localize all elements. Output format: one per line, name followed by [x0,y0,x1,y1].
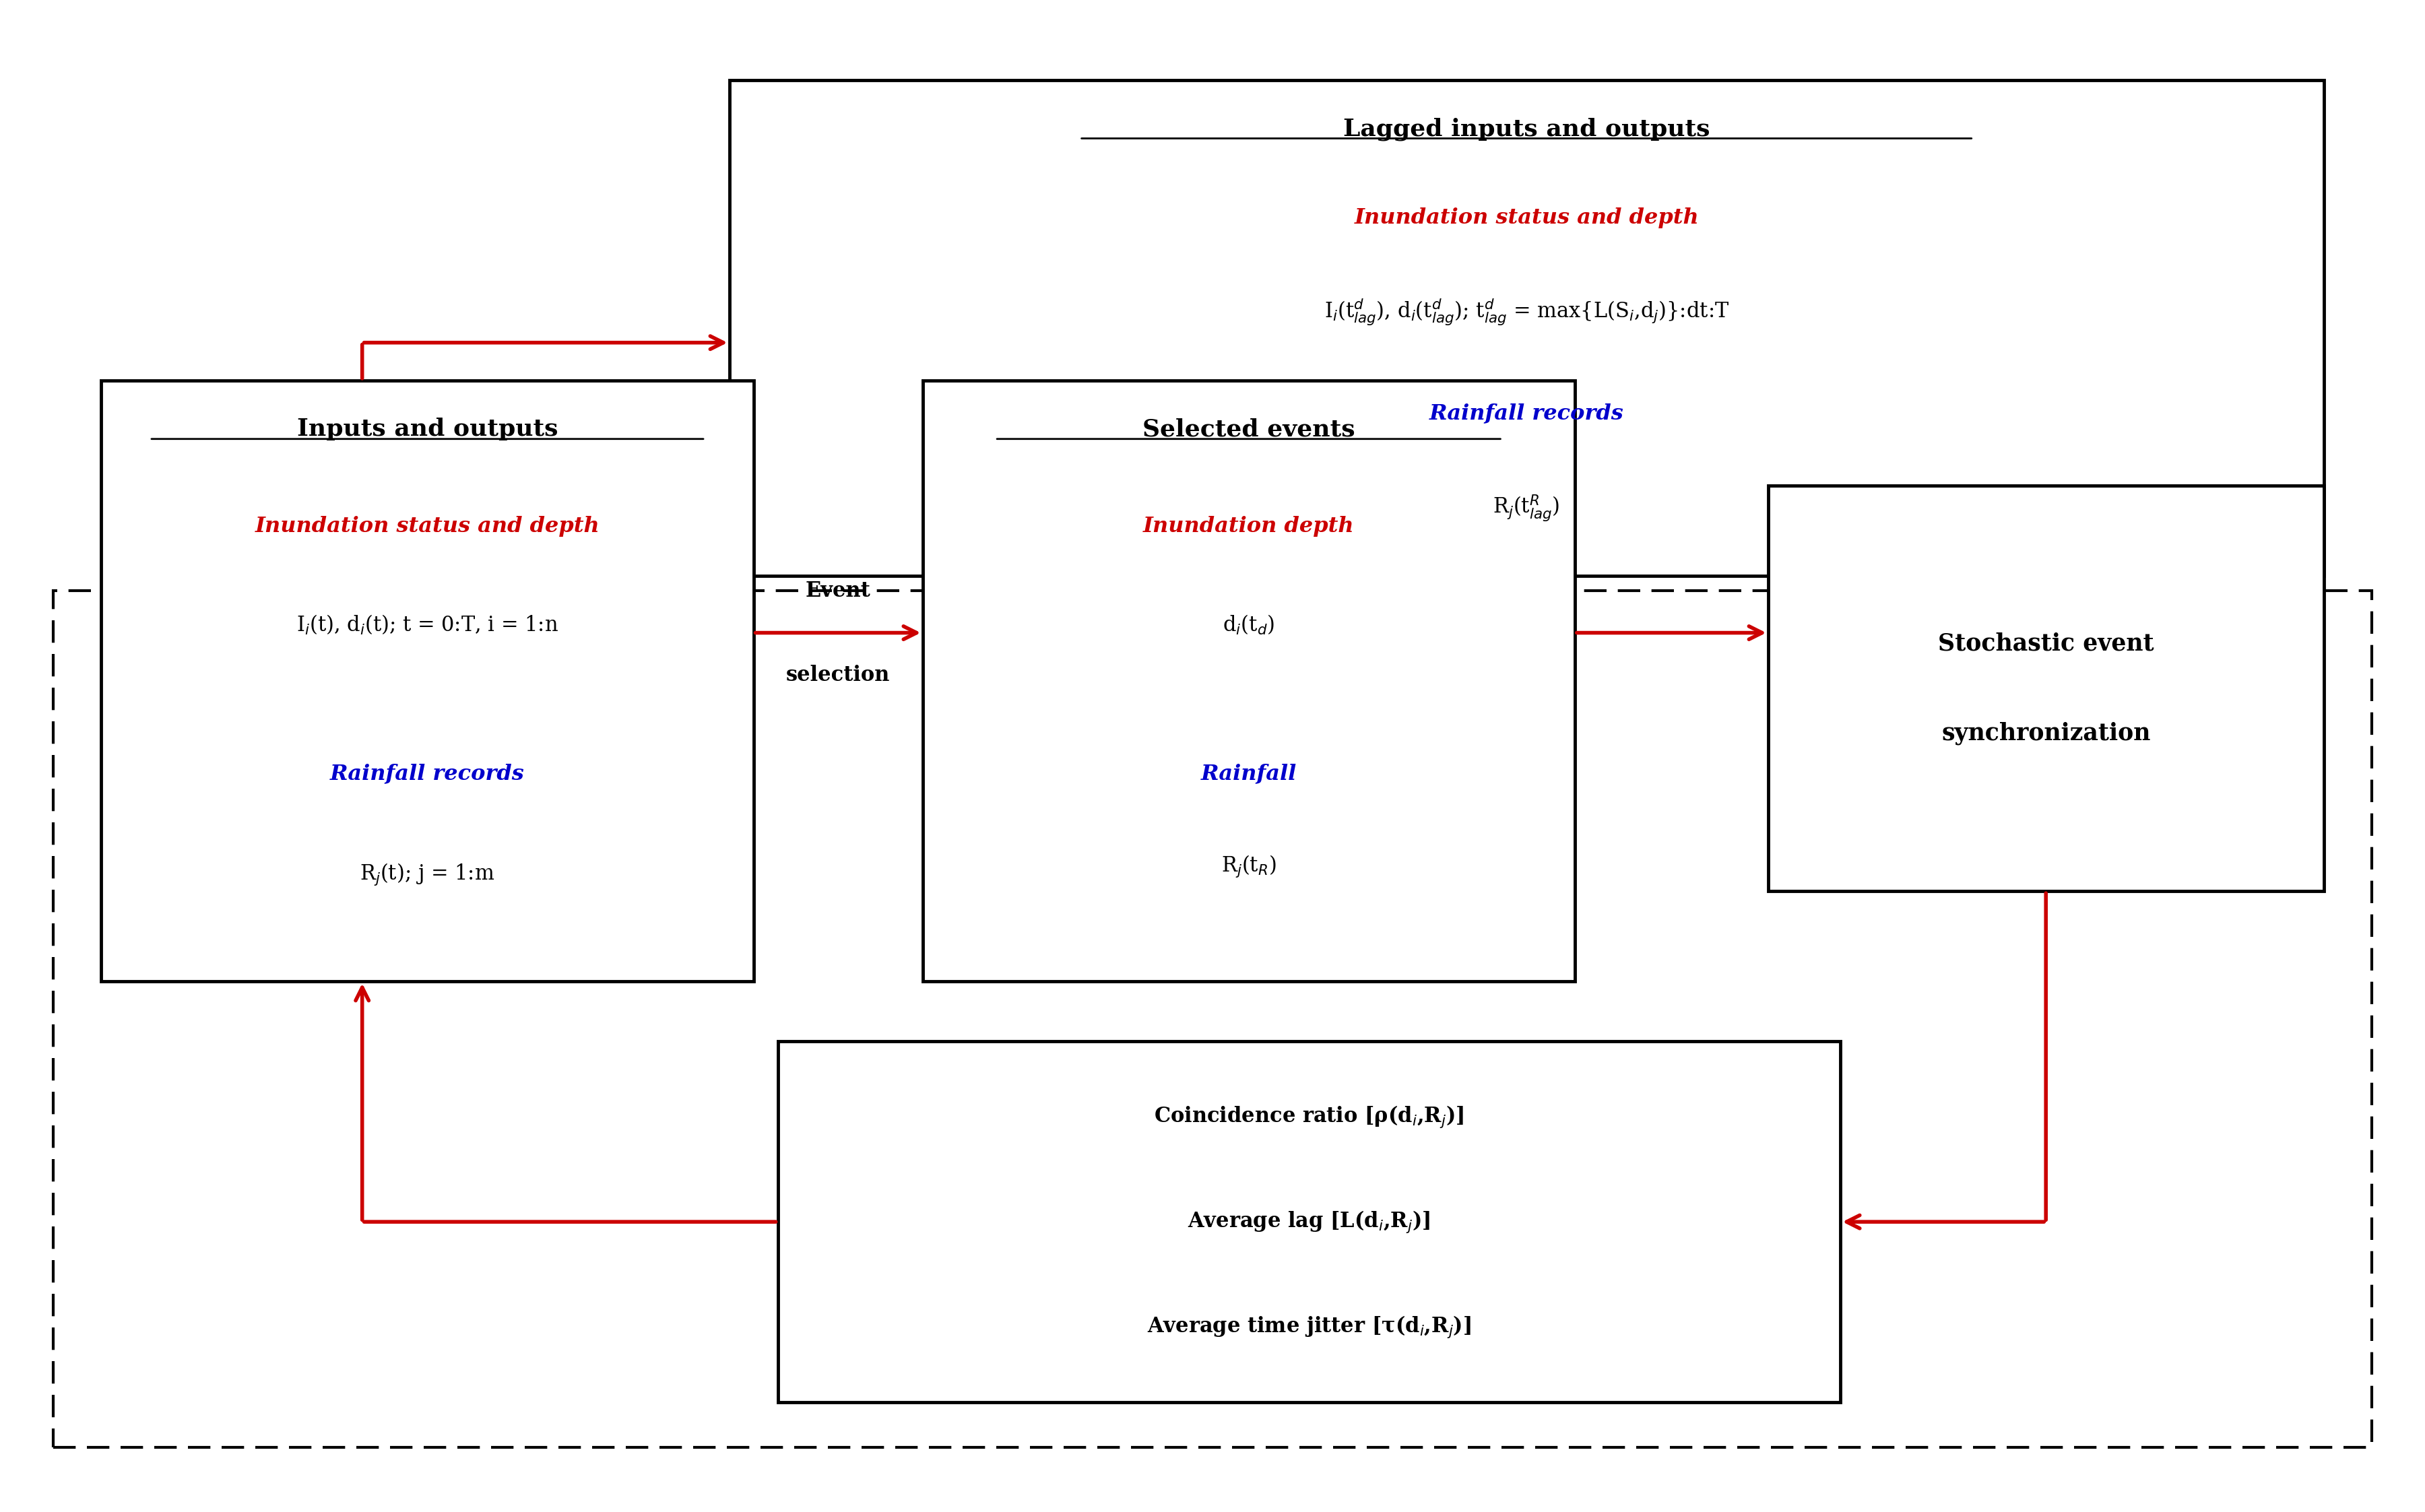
Text: Inundation status and depth: Inundation status and depth [1353,207,1700,228]
Bar [102,381,754,981]
Text: Inundation status and depth: Inundation status and depth [255,516,599,537]
Text: R$_{j}$(t$^{R}_{lag}$): R$_{j}$(t$^{R}_{lag}$) [1494,493,1559,523]
Text: I$_{i}$(t$^{d}_{lag}$), d$_{i}$(t$^{d}_{lag}$); t$^{d}_{lag}$ = max{L(S$_{i}$,d$: I$_{i}$(t$^{d}_{lag}$), d$_{i}$(t$^{d}_{… [1324,298,1729,328]
Bar [53,591,2372,1447]
Text: R$_{j}$(t$_{R}$): R$_{j}$(t$_{R}$) [1222,854,1276,878]
Text: Selected events: Selected events [1142,417,1356,442]
Text: Rainfall records: Rainfall records [1428,402,1625,423]
Text: Rainfall records: Rainfall records [330,764,524,785]
Text: synchronization: synchronization [1942,721,2151,745]
Text: I$_{i}$(t), d$_{i}$(t); t = 0:T, i = 1:n: I$_{i}$(t), d$_{i}$(t); t = 0:T, i = 1:n [296,614,558,637]
Text: Average time jitter [τ(d$_{i}$,R$_{j}$)]: Average time jitter [τ(d$_{i}$,R$_{j}$)] [1147,1314,1472,1340]
Bar [1768,485,2323,891]
Bar [730,80,2323,576]
Text: R$_{j}$(t); j = 1:m: R$_{j}$(t); j = 1:m [359,862,495,886]
Text: Stochastic event: Stochastic event [1938,632,2153,655]
Text: Event: Event [805,581,871,602]
Bar [778,1042,1841,1402]
Text: Average lag [L(d$_{i}$,R$_{j}$)]: Average lag [L(d$_{i}$,R$_{j}$)] [1188,1210,1431,1235]
Text: Rainfall: Rainfall [1200,764,1297,785]
Text: Inputs and outputs: Inputs and outputs [296,417,558,442]
Text: Lagged inputs and outputs: Lagged inputs and outputs [1343,118,1710,141]
Text: d$_{i}$(t$_{d}$): d$_{i}$(t$_{d}$) [1222,614,1276,637]
Bar [922,381,1574,981]
Text: selection: selection [786,664,890,685]
Text: Inundation depth: Inundation depth [1142,516,1356,537]
Text: Coincidence ratio [ρ(d$_{i}$,R$_{j}$)]: Coincidence ratio [ρ(d$_{i}$,R$_{j}$)] [1154,1104,1465,1129]
